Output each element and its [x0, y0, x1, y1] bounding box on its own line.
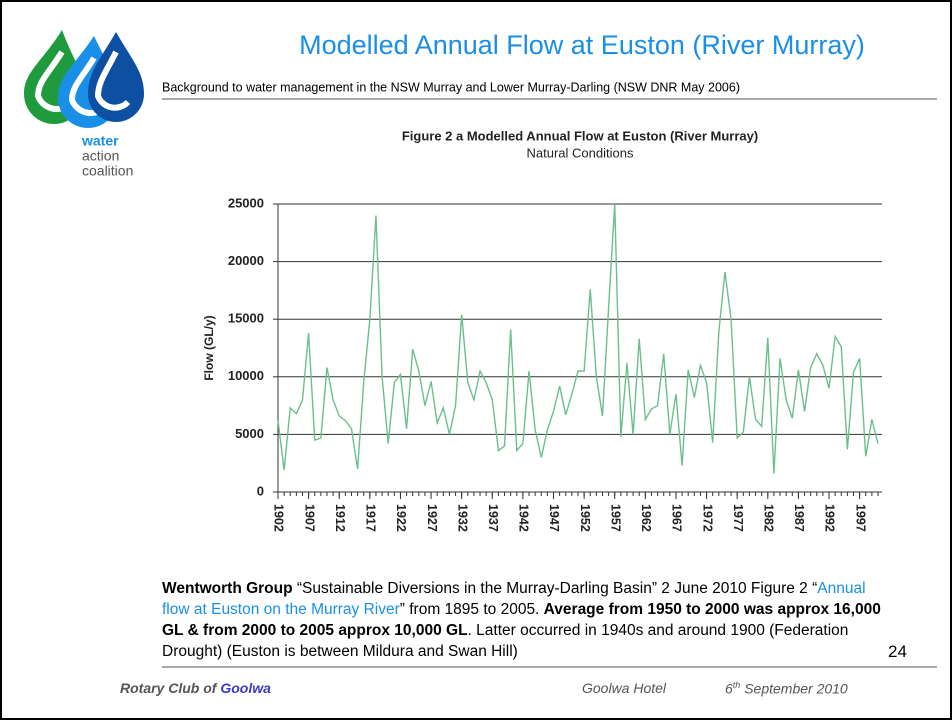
slide-title: Modelled Annual Flow at Euston (River Mu…: [299, 30, 865, 60]
note-text: Wentworth Group: [162, 580, 293, 597]
note-text: ” from 1895 to 2005.: [399, 601, 544, 618]
x-tick-label: 1972: [700, 504, 714, 532]
y-tick-label: 10000: [228, 368, 264, 383]
data-line: [277, 203, 879, 474]
y-tick-label: 0: [257, 483, 264, 498]
y-tick-label: 25000: [228, 195, 264, 210]
x-tick-label: 1907: [302, 504, 316, 532]
note: Wentworth Group “Sustainable Diversions …: [162, 578, 897, 662]
x-tick-label: 1992: [823, 504, 837, 532]
x-tick-label: 1952: [578, 504, 592, 532]
x-tick-label: 1922: [394, 504, 408, 532]
y-tick-label: 5000: [235, 426, 264, 441]
note-text[interactable]: Annual flow at Euston on the Murray Rive…: [162, 580, 866, 618]
x-tick-label: 1977: [731, 504, 745, 532]
footer-text: 6: [725, 680, 733, 697]
chart-title: Figure 2 a Modelled Annual Flow at Eusto…: [402, 128, 758, 143]
x-tick-label: 1957: [608, 504, 622, 532]
x-tick-label: 1987: [792, 504, 806, 532]
logo-text: water: [81, 133, 119, 149]
x-tick-label: 1942: [517, 504, 531, 532]
y-tick-label: 20000: [228, 253, 264, 268]
x-tick-label: 1927: [425, 504, 439, 532]
footer-text: Rotary Club of: [120, 680, 217, 696]
x-tick-label: 1917: [364, 504, 378, 532]
x-tick-label: 1912: [333, 504, 347, 532]
x-tick-label: 1937: [486, 504, 500, 532]
x-tick-label: 1962: [639, 504, 653, 532]
note-text: “Sustainable Diversions in the Murray-Da…: [292, 580, 818, 597]
footer-text: th: [732, 680, 741, 690]
x-tick-label: 1967: [670, 504, 684, 532]
x-tick-label: 1932: [455, 504, 469, 532]
x-tick-label: 1947: [547, 504, 561, 532]
footer-venue: Goolwa Hotel: [582, 680, 667, 696]
note-text: Average from 1950 to 2000 was approx 16,…: [162, 601, 881, 639]
logo-text: action: [82, 148, 119, 164]
footer-text: September 2010: [740, 680, 848, 697]
x-tick-label: 1997: [853, 504, 867, 532]
footer-text: Goolwa: [220, 680, 271, 696]
chart-subtitle: Natural Conditions: [527, 145, 634, 160]
footer-date: 6th September 2010: [725, 680, 848, 697]
note-text: . Latter occurred in 1940s and around 19…: [162, 622, 849, 660]
logo: water action coalition: [24, 30, 144, 179]
y-axis-label: Flow (GL/y): [202, 315, 216, 380]
slide-subtitle: Background to water management in the NS…: [162, 80, 740, 94]
logo-text: coalition: [82, 163, 133, 179]
y-tick-label: 15000: [228, 311, 264, 326]
page-number: 24: [888, 642, 907, 661]
x-tick-label: 1982: [761, 504, 775, 532]
x-tick-label: 1902: [272, 504, 286, 532]
footer-club: Rotary Club of Goolwa: [120, 680, 271, 696]
